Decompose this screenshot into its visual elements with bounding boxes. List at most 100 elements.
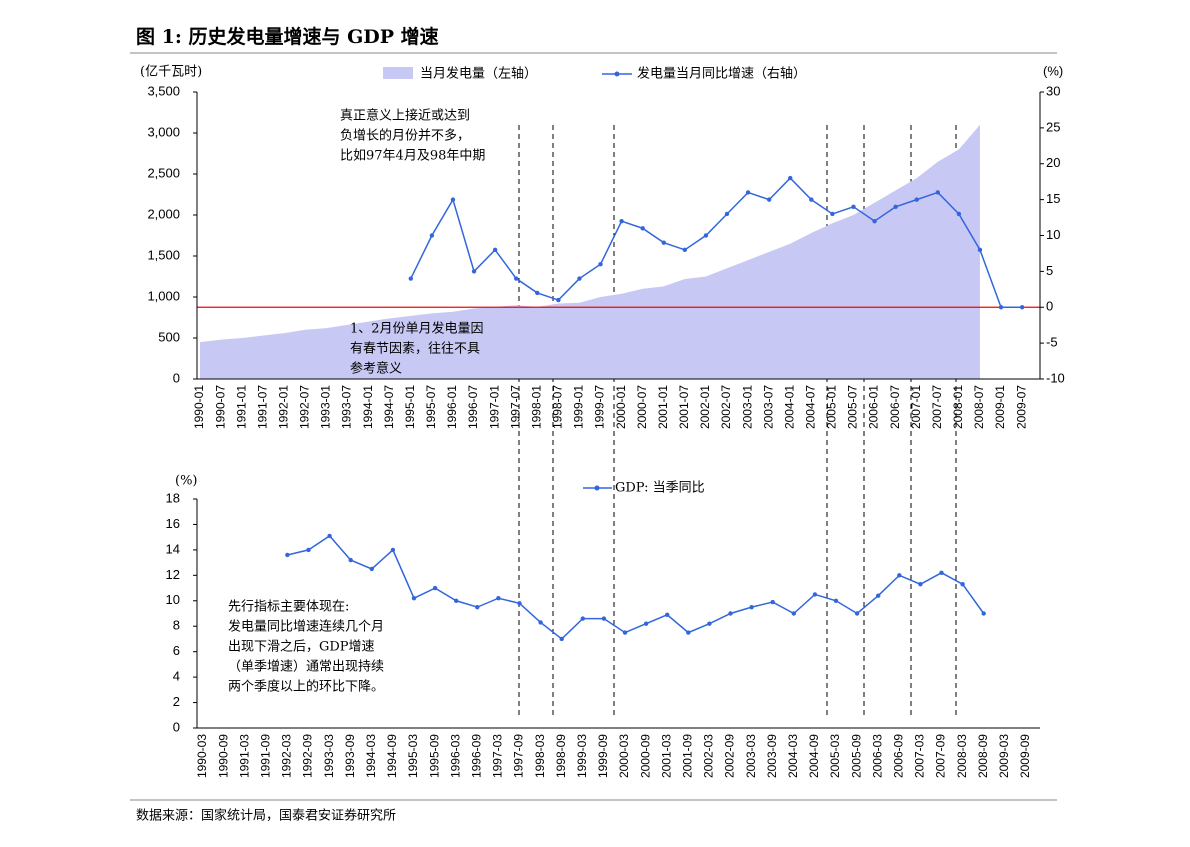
line-point [960, 582, 965, 587]
line-point [728, 611, 733, 616]
x-tick-label: 2002-03 [702, 734, 716, 778]
line-point [939, 570, 944, 575]
x-tick-label: 1991-07 [255, 385, 269, 429]
line-point [556, 297, 561, 303]
x-tick-label: 2001-07 [677, 385, 691, 429]
y-tick-label: 16 [166, 516, 180, 531]
x-tick-label: 1998-07 [551, 385, 565, 429]
line-point [369, 566, 374, 572]
line-point [981, 611, 986, 616]
line-point [935, 190, 940, 195]
x-tick-label: 1996-07 [466, 385, 480, 429]
x-tick-label: 1997-03 [491, 734, 505, 778]
x-tick-label: 2003-09 [765, 734, 779, 778]
y-unit: (亿千瓦时) [140, 65, 202, 80]
y-tick-label: 2,000 [147, 206, 180, 221]
x-tick-label: 2001-09 [680, 734, 694, 778]
line-point [580, 616, 585, 621]
x-tick-label: 2001-01 [656, 385, 670, 429]
y-tick-label: 30 [1046, 83, 1060, 98]
line-point [429, 233, 435, 238]
x-tick-label: 2007-07 [930, 385, 944, 429]
x-tick-label: 1995-01 [403, 385, 417, 429]
x-tick-label: 1990-03 [195, 734, 209, 778]
line-point [918, 582, 923, 587]
x-tick-label: 1997-01 [487, 385, 501, 429]
x-tick-label: 1993-07 [340, 385, 354, 429]
y-tick-label: 2,500 [147, 165, 180, 180]
x-tick-label: 1993-09 [343, 734, 357, 778]
x-tick-label: 1996-03 [448, 734, 462, 778]
annotation: 先行指标主要体现在: [228, 600, 349, 615]
line-point [514, 276, 519, 281]
x-tick-label: 2009-09 [1018, 734, 1032, 778]
line-point [665, 612, 670, 617]
legend-label: GDP: 当季同比 [615, 481, 705, 496]
y-tick-label: 6 [173, 643, 180, 658]
x-tick-label: 1998-03 [533, 734, 547, 778]
x-tick-label: 1994-03 [364, 734, 378, 778]
x-tick-label: 2009-01 [993, 385, 1007, 429]
y-tick-label: 1,500 [147, 247, 180, 262]
x-tick-label: 1999-03 [575, 734, 589, 778]
annotation: 真正意义上接近或达到 [340, 108, 470, 124]
x-tick-label: 1990-01 [192, 385, 206, 429]
x-tick-label: 2005-09 [849, 734, 863, 778]
line-point [432, 585, 438, 591]
x-tick-label: 2008-09 [976, 734, 990, 778]
y-tick-label: 2 [173, 694, 180, 709]
line-point [812, 592, 818, 597]
annotation: 有春节因素，往往不具 [350, 342, 480, 357]
x-tick-label: 1993-01 [319, 385, 333, 429]
y-tick-label: 0 [173, 719, 180, 734]
line-point [577, 276, 582, 281]
y-tick-label: 12 [166, 567, 180, 582]
annotation: 1、2月份单月发电量因 [350, 321, 484, 337]
line-point [496, 596, 501, 601]
x-tick-label: 1997-09 [512, 734, 526, 778]
line-point [538, 620, 543, 625]
line-point [872, 218, 877, 224]
line-point [749, 604, 754, 610]
line-point [998, 305, 1004, 310]
x-tick-label: 1995-09 [427, 734, 441, 778]
y-tick-label: -5 [1046, 335, 1058, 350]
line-point [640, 226, 645, 231]
line-point [897, 573, 902, 578]
line-point [770, 599, 775, 605]
x-tick-label: 1990-07 [213, 385, 227, 429]
legend-swatch [594, 485, 600, 491]
x-tick-label: 1999-09 [596, 734, 610, 778]
y-tick-label: 14 [166, 541, 180, 556]
line-point [471, 269, 477, 274]
x-tick-label: 1996-01 [445, 385, 459, 429]
line-point [601, 616, 607, 621]
line-point [854, 611, 860, 616]
line-point [956, 211, 962, 217]
x-tick-label: 2007-09 [934, 734, 948, 778]
y-tick-label: 8 [173, 618, 180, 633]
line-point [348, 557, 353, 563]
x-tick-label: 2002-01 [698, 385, 712, 429]
line-point [766, 197, 772, 202]
y-tick-label: 500 [158, 329, 180, 344]
line-point [830, 211, 835, 217]
line-point [977, 247, 983, 253]
y-tick-label: 20 [1046, 155, 1060, 170]
x-tick-label: 2008-01 [951, 385, 965, 429]
x-tick-label: 2008-03 [955, 734, 969, 778]
line-point [390, 547, 396, 553]
legend-swatch [614, 71, 620, 77]
line-point [833, 598, 839, 603]
x-tick-label: 1991-03 [237, 734, 251, 778]
x-tick-label: 2006-09 [891, 734, 905, 778]
x-tick-label: 1993-03 [322, 734, 336, 778]
x-tick-label: 1994-01 [361, 385, 375, 429]
line-series [410, 177, 1023, 308]
line-point [643, 621, 649, 626]
line-point [450, 197, 456, 202]
x-tick-label: 2001-03 [659, 734, 673, 778]
x-tick-label: 2000-09 [638, 734, 652, 778]
y-tick-label: 10 [166, 592, 180, 607]
x-tick-label: 1999-01 [572, 385, 586, 429]
